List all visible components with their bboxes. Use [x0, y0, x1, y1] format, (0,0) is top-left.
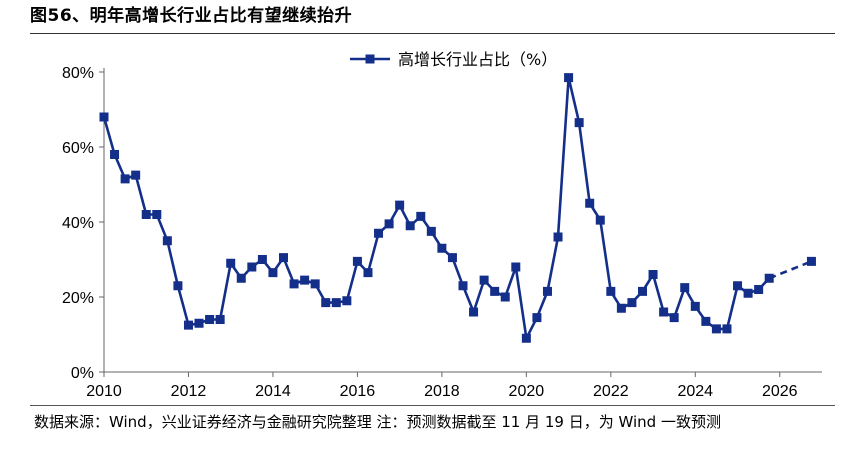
- data-point-marker: [722, 324, 732, 334]
- legend: 高增长行业占比（%）: [350, 50, 557, 69]
- x-tick-label: 2022: [593, 383, 629, 400]
- data-point-marker: [99, 112, 109, 122]
- data-point-marker: [331, 298, 341, 308]
- data-point-marker: [141, 210, 151, 219]
- data-point-marker: [152, 210, 162, 219]
- title-divider: [30, 33, 835, 34]
- line-chart: 0%20%40%60%80% 2010 2012 2014 2016 2018 2020 2…: [62, 50, 822, 400]
- data-point-marker: [447, 253, 457, 263]
- data-point-marker: [616, 303, 626, 313]
- y-tick-label: 80%: [62, 65, 94, 82]
- data-point-marker: [542, 286, 552, 296]
- data-point-marker: [764, 273, 774, 283]
- data-point-marker: [521, 333, 531, 343]
- y-axis-ticks: 0% 20% 40% 60% 80%: [62, 65, 104, 382]
- series-lines: [102, 76, 812, 340]
- data-point-marker: [627, 298, 637, 308]
- data-point-marker: [426, 226, 436, 236]
- x-axis-ticks: 2010 2012 2014 2016 2018 2020 2022 2024 2026: [86, 372, 798, 400]
- y-tick-label: 60%: [62, 140, 94, 157]
- data-point-marker: [120, 174, 130, 184]
- data-point-marker: [236, 273, 246, 283]
- data-point-marker: [437, 243, 447, 253]
- x-tick-label: 2020: [509, 383, 545, 400]
- data-point-marker: [701, 316, 711, 326]
- data-point-marker: [279, 253, 288, 263]
- data-point-marker: [205, 315, 215, 324]
- data-point-marker: [352, 256, 362, 266]
- y-tick-label: 0%: [71, 365, 94, 382]
- data-point-marker: [268, 268, 278, 278]
- data-point-marker: [289, 279, 299, 289]
- x-tick-label: 2024: [677, 383, 713, 400]
- data-point-marker: [215, 315, 225, 324]
- footer-divider: [30, 405, 835, 406]
- y-tick-label: 40%: [62, 215, 94, 232]
- data-point-marker: [395, 200, 405, 210]
- data-point-marker: [458, 281, 468, 291]
- legend-label: 高增长行业占比（%）: [398, 50, 557, 69]
- data-point-marker: [162, 236, 172, 246]
- data-point-marker: [300, 275, 310, 285]
- data-point-marker: [405, 221, 415, 231]
- x-tick-label: 2026: [762, 383, 798, 400]
- data-point-marker: [110, 150, 120, 159]
- x-tick-label: 2018: [424, 383, 460, 400]
- data-point-marker: [585, 198, 595, 208]
- data-point-marker: [711, 324, 721, 334]
- data-point-marker: [638, 286, 647, 296]
- data-point-marker: [659, 307, 669, 317]
- data-point-marker: [648, 270, 658, 279]
- data-point-marker: [131, 170, 141, 180]
- data-point-marker: [564, 73, 574, 83]
- data-point-marker: [247, 262, 257, 272]
- data-point-marker: [500, 292, 510, 302]
- data-point-marker: [553, 232, 563, 242]
- x-tick-label: 2014: [255, 383, 291, 400]
- data-point-marker: [733, 281, 743, 291]
- data-point-marker: [490, 286, 500, 296]
- data-point-marker: [363, 268, 373, 278]
- series-markers: [99, 73, 816, 343]
- forecast-line: [768, 260, 812, 280]
- data-point-marker: [173, 281, 183, 291]
- data-point-marker: [574, 118, 584, 128]
- data-point-marker: [690, 301, 700, 311]
- data-point-marker: [416, 211, 426, 221]
- data-point-marker: [511, 262, 521, 272]
- data-point-marker: [595, 215, 605, 225]
- series-line: [102, 76, 771, 340]
- figure-title: 图56、明年高增长行业占比有望继续抬升: [30, 6, 353, 26]
- data-point-marker: [743, 288, 753, 298]
- legend-marker: [365, 54, 375, 64]
- data-point-marker: [469, 307, 479, 317]
- data-point-marker: [374, 228, 384, 238]
- x-tick-label: 2010: [86, 383, 122, 400]
- data-point-marker: [754, 285, 764, 294]
- x-tick-label: 2012: [171, 383, 207, 400]
- data-point-marker: [321, 298, 331, 308]
- data-point-marker: [806, 256, 816, 266]
- data-point-marker: [532, 313, 542, 323]
- data-point-marker: [183, 320, 193, 330]
- data-point-marker: [257, 255, 267, 264]
- data-point-marker: [384, 219, 394, 229]
- data-point-marker: [310, 279, 320, 289]
- data-point-marker: [680, 283, 690, 293]
- data-point-marker: [226, 258, 236, 268]
- data-point-marker: [606, 286, 616, 296]
- source-note: 数据来源：Wind，兴业证券经济与金融研究院整理 注：预测数据截至 11 月 1…: [34, 413, 721, 431]
- y-tick-label: 20%: [62, 290, 94, 307]
- data-point-marker: [479, 275, 489, 285]
- data-point-marker: [669, 313, 679, 323]
- data-point-marker: [342, 296, 352, 306]
- x-tick-label: 2016: [340, 383, 376, 400]
- data-point-marker: [194, 318, 204, 328]
